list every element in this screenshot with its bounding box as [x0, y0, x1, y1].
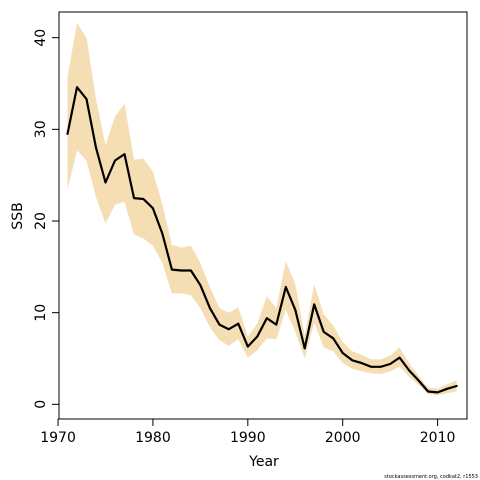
x-tick-label: 2000	[325, 430, 361, 446]
ssb-line	[66, 86, 458, 394]
y-tick-label: 10	[33, 304, 49, 322]
x-tick-label: 1990	[230, 430, 266, 446]
confidence-band	[67, 23, 457, 396]
source-credit: stockassessment.org, codkat2, r1553	[384, 474, 478, 480]
x-axis-title: Year	[248, 454, 279, 470]
confidence-band-layer	[67, 23, 457, 396]
y-tick-label: 30	[33, 120, 49, 138]
x-axis: 1970 1980 1990 2000 2010	[40, 418, 456, 446]
x-tick-label: 2010	[420, 430, 456, 446]
y-tick-label: 40	[33, 29, 49, 47]
y-tick-label: 20	[33, 212, 49, 230]
y-axis: 0 10 20 30 40	[33, 29, 60, 409]
x-tick-label: 1980	[135, 430, 171, 446]
y-axis-title: SSB	[10, 202, 26, 229]
y-tick-label: 0	[33, 400, 49, 409]
x-tick-label: 1970	[40, 430, 76, 446]
ssb-line-layer	[66, 86, 458, 394]
